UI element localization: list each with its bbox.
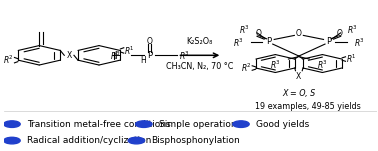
Text: Simple operation: Simple operation: [159, 120, 236, 129]
Circle shape: [136, 121, 152, 127]
Text: 19 examples, 49-85 yields: 19 examples, 49-85 yields: [255, 102, 361, 111]
Text: X: X: [296, 72, 302, 81]
Text: $R^3$: $R^3$: [232, 36, 243, 49]
Circle shape: [4, 121, 20, 127]
Text: $R^3$: $R^3$: [239, 24, 250, 36]
Text: Good yields: Good yields: [256, 120, 309, 129]
Text: Bisphosphonylation: Bisphosphonylation: [151, 136, 240, 145]
Text: +: +: [110, 49, 121, 62]
Text: $R^3$: $R^3$: [317, 58, 328, 71]
Text: $R^3$: $R^3$: [347, 24, 358, 36]
Text: Transition metal-free conditions: Transition metal-free conditions: [27, 120, 170, 129]
Text: $R^2$: $R^2$: [3, 54, 14, 66]
Circle shape: [4, 137, 20, 144]
Text: P: P: [147, 51, 152, 60]
Text: O: O: [296, 29, 302, 38]
Text: $R^3$: $R^3$: [110, 49, 121, 61]
Text: $R^1$: $R^1$: [345, 53, 356, 65]
Text: X: X: [67, 51, 72, 60]
Text: X = O, S: X = O, S: [282, 89, 316, 98]
Circle shape: [128, 137, 144, 144]
Text: $R^2$: $R^2$: [241, 62, 252, 74]
Text: CH₃CN, N₂, 70 °C: CH₃CN, N₂, 70 °C: [166, 62, 234, 71]
Text: P: P: [326, 37, 331, 46]
Circle shape: [233, 121, 249, 127]
Text: K₂S₂O₈: K₂S₂O₈: [187, 37, 213, 46]
Text: $R^3$: $R^3$: [354, 36, 365, 49]
Text: $R^1$: $R^1$: [124, 44, 135, 57]
Text: O: O: [256, 29, 262, 38]
Text: H: H: [141, 56, 146, 65]
Text: Radical addition/cyclization: Radical addition/cyclization: [27, 136, 151, 145]
Text: O: O: [147, 37, 152, 46]
Text: $R^3$: $R^3$: [178, 49, 190, 61]
Text: P: P: [266, 37, 271, 46]
Text: $R^3$: $R^3$: [270, 58, 281, 71]
Text: O: O: [336, 29, 342, 38]
